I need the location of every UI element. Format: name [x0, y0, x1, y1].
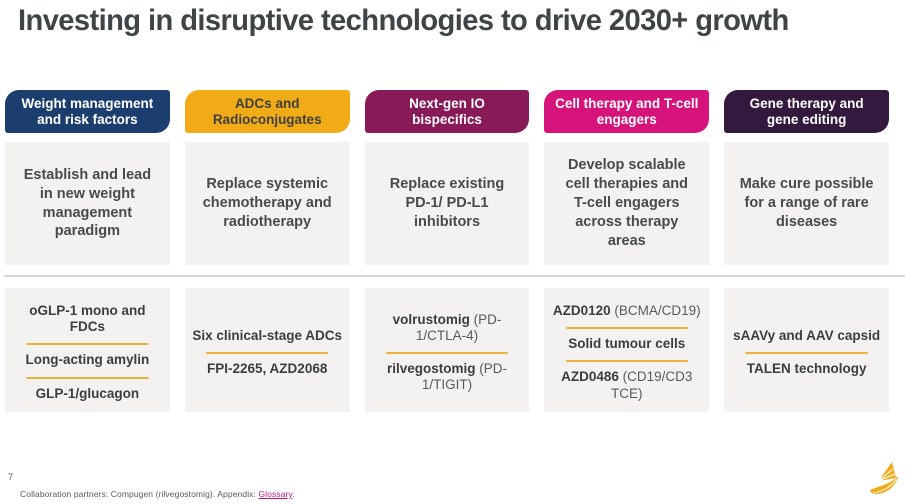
- pipeline-item-detail: (CD19/CD3 TCE): [611, 369, 693, 401]
- pipeline-box-cell-therapy: AZD0120 (BCMA/CD19) Solid tumour cells A…: [544, 288, 710, 412]
- pipeline-item-detail: (PD-1/TIGIT): [421, 360, 507, 393]
- column-description-adcs: Replace systemic chemotherapy and radiot…: [184, 142, 350, 265]
- pipeline-item: Solid tumour cells: [550, 331, 703, 364]
- pipeline-item: Long-acting amylin: [11, 347, 164, 380]
- column-description-gene-therapy: Make cure possible for a range of rare d…: [724, 142, 889, 265]
- column-io-bispecifics: Next-gen IO bispecifics Replace existing…: [364, 90, 530, 265]
- footnote-text: Collaboration partners: Compugen (rilveg…: [20, 489, 259, 499]
- pipeline-item: TALEN technology: [730, 356, 883, 377]
- pipeline-item-name: rilvegostomig: [386, 360, 476, 376]
- pipeline-item-name: sAAVy and AAV capsid: [733, 327, 881, 343]
- pipeline-item-name: volrustomig: [392, 311, 470, 327]
- column-header-adcs: ADCs and Radioconjugates: [184, 90, 350, 133]
- pipeline-box-adcs: Six clinical-stage ADCs FPI-2265, AZD206…: [184, 288, 350, 412]
- column-header-weight-management: Weight management and risk factors: [5, 90, 170, 133]
- column-header-io-bispecifics: Next-gen IO bispecifics: [364, 90, 530, 133]
- column-adcs: ADCs and Radioconjugates Replace systemi…: [184, 90, 350, 265]
- pipeline-item-name: AZD0120: [552, 303, 611, 318]
- column-description-cell-therapy: Develop scalable cell therapies and T-ce…: [544, 142, 710, 265]
- pipeline-box-weight-management: oGLP-1 mono and FDCs Long-acting amylin …: [5, 288, 170, 412]
- pipeline-item-detail: (BCMA/CD19): [610, 303, 701, 318]
- pipeline-item-name: Solid tumour cells: [568, 336, 686, 352]
- column-header-gene-therapy: Gene therapy and gene editing: [724, 90, 889, 133]
- pipeline-item-detail: (PD-1/CTLA-4): [415, 311, 502, 343]
- pipeline-item-name: GLP-1/glucagon: [35, 385, 140, 401]
- column-description-weight-management: Establish and lead in new weight managem…: [5, 142, 170, 265]
- pipeline-columns: oGLP-1 mono and FDCs Long-acting amylin …: [5, 288, 889, 412]
- pipeline-item: AZD0120 (BCMA/CD19): [550, 298, 703, 331]
- page-number: 7: [8, 472, 14, 482]
- pipeline-item-name: Long-acting amylin: [25, 352, 150, 368]
- slide-title: Investing in disruptive technologies to …: [18, 4, 789, 37]
- pipeline-box-gene-therapy: sAAVy and AAV capsid TALEN technology: [724, 288, 889, 412]
- column-description-io-bispecifics: Replace existing PD-1/ PD-L1 inhibitors: [364, 142, 530, 265]
- footnote: Collaboration partners: Compugen (rilveg…: [20, 489, 295, 499]
- pipeline-item: volrustomig (PD-1/CTLA-4): [371, 307, 524, 356]
- column-header-cell-therapy: Cell therapy and T-cell engagers: [544, 90, 710, 133]
- column-gene-therapy: Gene therapy and gene editing Make cure …: [724, 90, 889, 265]
- glossary-link[interactable]: Glossary: [258, 489, 293, 499]
- column-weight-management: Weight management and risk factors Estab…: [5, 90, 170, 265]
- strategy-columns: Weight management and risk factors Estab…: [5, 90, 889, 265]
- pipeline-item: oGLP-1 mono and FDCs: [11, 298, 164, 347]
- section-divider-rule: [4, 275, 905, 277]
- astrazeneca-logo-icon: [870, 462, 898, 495]
- footnote-period: .: [292, 489, 295, 499]
- pipeline-item: GLP-1/glucagon: [11, 381, 164, 402]
- pipeline-item: AZD0486 (CD19/CD3 TCE): [550, 364, 703, 401]
- pipeline-item: FPI-2265, AZD2068: [191, 356, 344, 377]
- pipeline-item-name: Six clinical-stage ADCs: [192, 327, 342, 343]
- pipeline-box-io-bispecifics: volrustomig (PD-1/CTLA-4) rilvegostomig …: [364, 288, 530, 412]
- pipeline-item-name: oGLP-1 mono and FDCs: [29, 303, 146, 335]
- pipeline-item-name: FPI-2265, AZD2068: [207, 360, 328, 376]
- pipeline-item: sAAVy and AAV capsid: [730, 323, 883, 356]
- pipeline-item-name: TALEN technology: [746, 360, 867, 376]
- pipeline-item: rilvegostomig (PD-1/TIGIT): [371, 356, 524, 393]
- pipeline-item-name: AZD0486: [561, 369, 619, 385]
- column-cell-therapy: Cell therapy and T-cell engagers Develop…: [544, 90, 710, 265]
- pipeline-item: Six clinical-stage ADCs: [191, 323, 344, 356]
